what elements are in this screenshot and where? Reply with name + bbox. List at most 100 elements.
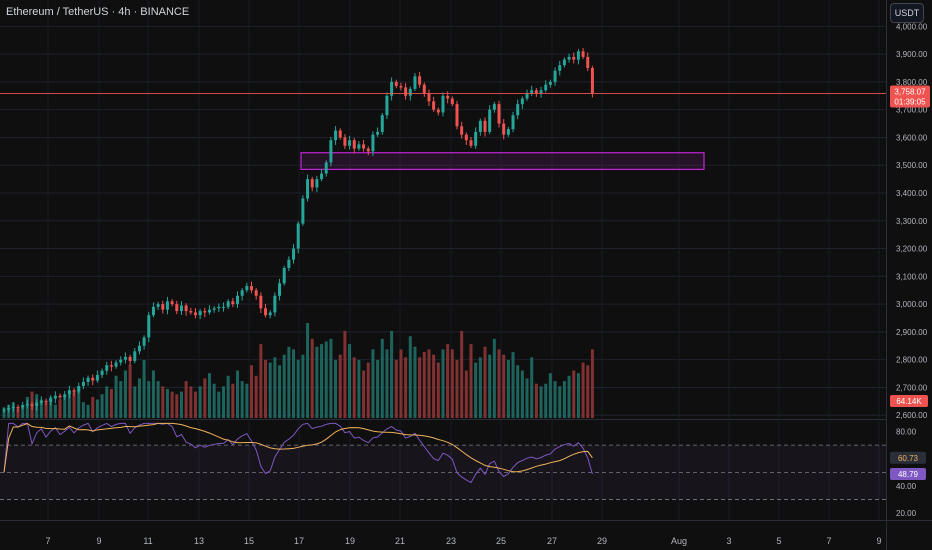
volume-bar [236, 370, 239, 418]
candle-body [236, 295, 239, 305]
candle-body [21, 405, 25, 408]
volume-bar [399, 349, 403, 418]
candle-body [170, 301, 174, 305]
volume-bar [376, 359, 380, 418]
volume-bar [534, 383, 538, 418]
volume-bar [301, 354, 305, 418]
volume-bar [348, 344, 352, 418]
candle-body [231, 301, 235, 305]
volume-bar [212, 383, 216, 418]
time-tick-label: 23 [446, 536, 456, 546]
candle-body [474, 131, 478, 146]
volume-bar [352, 357, 356, 418]
candle-body [306, 179, 310, 199]
candle-body [590, 68, 594, 94]
time-tick-label: 17 [294, 536, 304, 546]
volume-bar [109, 388, 113, 418]
volume-bar [105, 386, 109, 418]
candle-body [278, 283, 282, 296]
candle-body [105, 365, 109, 371]
candle-body [72, 390, 76, 392]
volume-bar [67, 394, 71, 418]
volume-bar [245, 383, 249, 418]
candle-body [212, 308, 216, 310]
candle-body [58, 395, 62, 398]
price-tick-label: 2,600.00 [896, 411, 928, 420]
candle-body [44, 400, 48, 402]
volume-bar [292, 349, 296, 418]
time-tick-label: 9 [876, 536, 881, 546]
time-tick-label: 21 [395, 536, 405, 546]
candle-body [408, 88, 412, 96]
volume-bar [371, 349, 375, 418]
candle-body [151, 306, 155, 316]
candle-body [119, 359, 123, 363]
volume-bar [310, 338, 314, 418]
volume-bar [488, 354, 492, 418]
price-tick-label: 3,100.00 [896, 272, 928, 281]
candle-body [436, 109, 440, 113]
price-tick-label: 4,000.00 [896, 22, 928, 31]
volume-bar [287, 346, 291, 418]
volume-bar [511, 352, 515, 418]
candle-body [100, 370, 104, 375]
candle-body [427, 93, 431, 102]
candle-body [193, 312, 197, 316]
price-tick-label: 3,800.00 [896, 78, 928, 87]
candle-body [77, 386, 81, 392]
candle-body [576, 51, 580, 60]
candle-body [497, 104, 501, 124]
currency-unit-button[interactable]: USDT [890, 3, 924, 23]
candle-body [156, 304, 160, 307]
candle-body [16, 406, 20, 408]
volume-bar [240, 381, 244, 418]
candle-body [558, 65, 562, 71]
volume-bar [86, 404, 90, 418]
volume-bar [315, 346, 319, 418]
volume-bar [91, 396, 95, 418]
candle-body [123, 356, 127, 360]
rsi-tick-label: 40.00 [896, 482, 917, 491]
price-tick-label: 3,500.00 [896, 161, 928, 170]
time-tick-label: 9 [96, 536, 101, 546]
candle-body [63, 394, 67, 398]
volume-bar [380, 338, 384, 418]
volume-bar [460, 330, 464, 418]
candle-body [371, 134, 375, 152]
candle-body [86, 377, 90, 382]
candle-body [544, 84, 548, 91]
candle-body [418, 76, 422, 85]
rsi-ma-value: 60.73 [898, 454, 919, 463]
symbol-title: Ethereum / TetherUS · 4h · BINANCE [6, 6, 190, 18]
volume-bar [268, 362, 272, 418]
candle-body [352, 140, 356, 149]
candle-body [572, 56, 576, 60]
candle-body [334, 130, 338, 141]
volume-bar [516, 365, 520, 418]
volume-bar [58, 399, 62, 418]
volume-bar [133, 386, 137, 418]
candle-body [483, 120, 487, 132]
candle-body [179, 305, 183, 312]
candle-body [240, 290, 244, 296]
volume-bar [497, 349, 501, 418]
volume-bar [324, 341, 328, 418]
volume-bar [114, 375, 118, 418]
time-tick-label: Aug [671, 536, 687, 546]
volume-bar [357, 359, 361, 418]
candle-body [460, 126, 464, 135]
candle-body [245, 286, 249, 291]
volume-bar [567, 375, 571, 418]
volume-bar [165, 388, 169, 418]
volume-bar [492, 338, 496, 418]
price-tick-label: 3,900.00 [896, 50, 928, 59]
candle-body [366, 148, 370, 152]
time-tick-label: 3 [726, 536, 731, 546]
volume-bar [128, 365, 132, 418]
candle-body [404, 87, 408, 96]
candle-body [301, 198, 305, 224]
candle-body [203, 311, 207, 313]
candle-body [385, 95, 389, 116]
volume-bar [147, 381, 151, 418]
